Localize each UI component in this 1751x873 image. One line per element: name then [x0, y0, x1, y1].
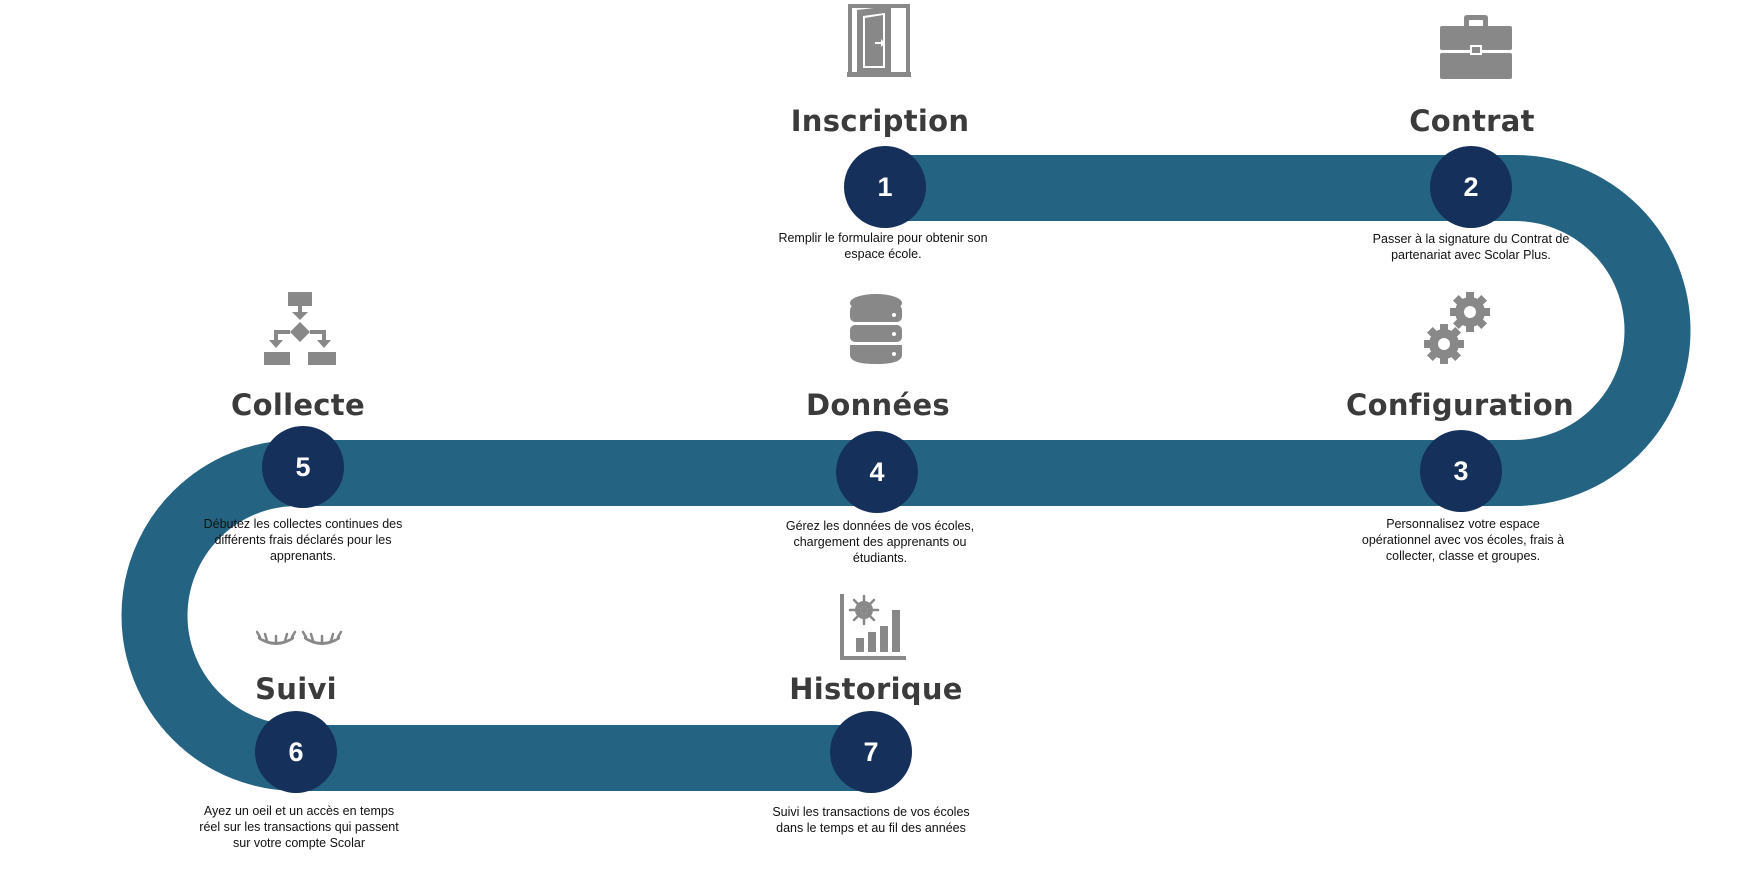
flowchart-icon [264, 292, 336, 365]
step-4-title: Données [806, 388, 950, 422]
step-4-number: 4 [836, 431, 918, 513]
step-2-description: Passer à la signature du Contrat de part… [1372, 232, 1570, 262]
step-7-number: 7 [830, 711, 912, 793]
gears-icon [1424, 292, 1490, 364]
step-1-title: Inscription [790, 104, 970, 138]
step-6-description: Ayez un oeil et un accès en temps réel s… [199, 804, 399, 850]
database-icon [850, 294, 902, 364]
step-6-number: 6 [255, 711, 337, 793]
briefcase-icon [1440, 15, 1512, 79]
step-3-number: 3 [1420, 430, 1502, 512]
step-1-description: Remplir le formulaire pour obtenir son e… [778, 231, 988, 261]
step-2-number: 2 [1430, 146, 1512, 228]
step-5-title: Collecte [231, 388, 365, 422]
step-4-description: Gérez les données de vos écoles, chargem… [785, 519, 975, 565]
step-3-description: Personnalisez votre espace opérationnel … [1361, 517, 1565, 563]
step-6-title: Suivi [255, 672, 337, 706]
step-2-title: Contrat [1409, 104, 1535, 138]
chart-icon [840, 594, 906, 660]
step-5-description: Débutez les collectes continues des diff… [203, 517, 403, 563]
step-5-number: 5 [262, 426, 344, 508]
step-3-title: Configuration [1346, 388, 1574, 422]
door-icon [847, 4, 911, 77]
eyes-icon [256, 630, 343, 645]
step-7-title: Historique [789, 672, 963, 706]
step-7-description: Suivi les transactions de vos écoles dan… [772, 805, 970, 835]
step-1-number: 1 [844, 146, 926, 228]
